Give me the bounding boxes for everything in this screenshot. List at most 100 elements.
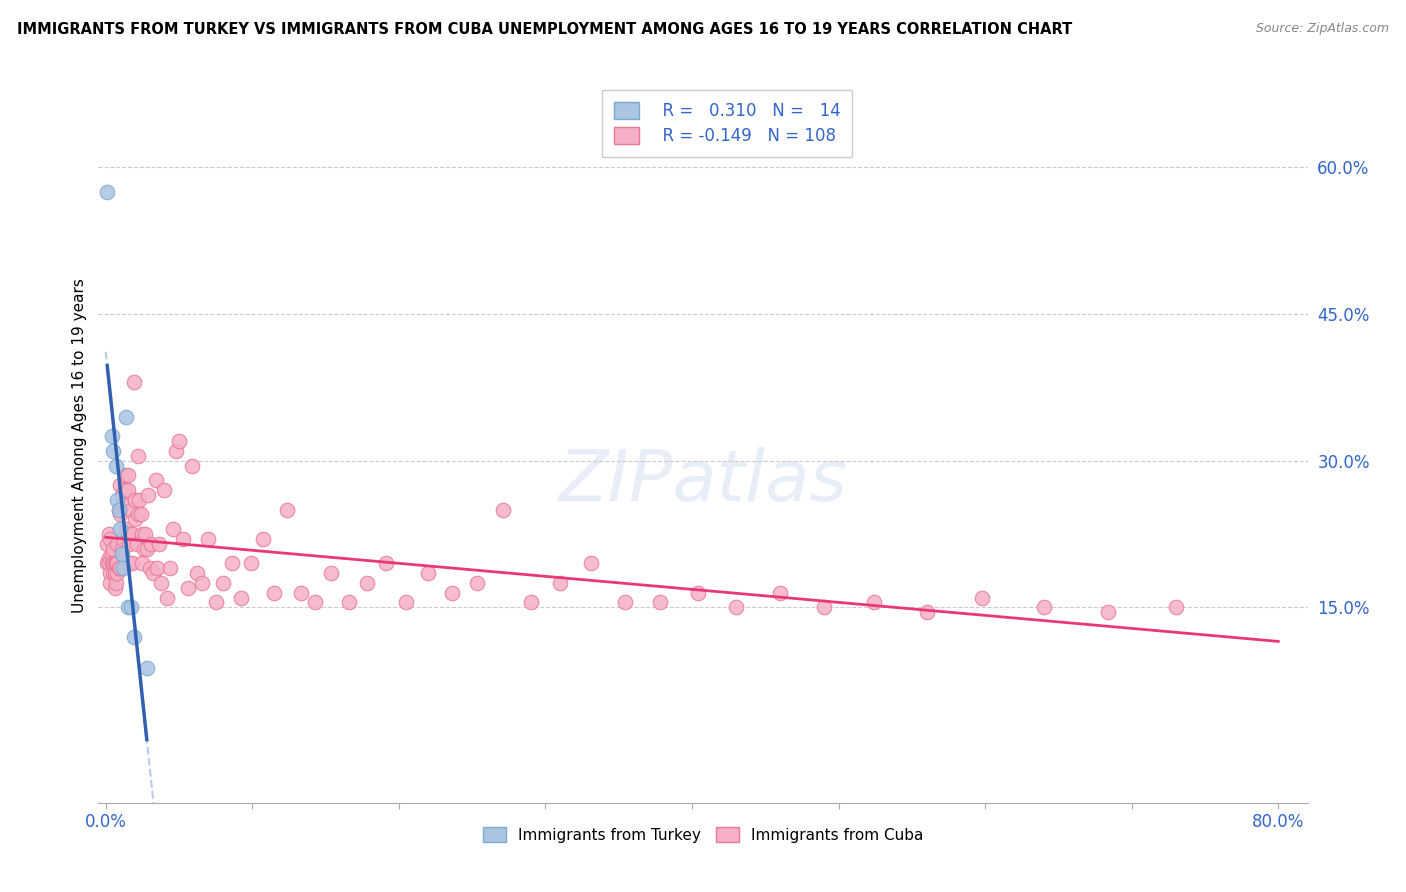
Text: Source: ZipAtlas.com: Source: ZipAtlas.com (1256, 22, 1389, 36)
Point (98, 566, 121, 580)
Point (114, 483, 136, 497)
Point (103, 566, 125, 580)
Point (96, 185, 118, 199)
Point (159, 561, 181, 575)
Point (121, 557, 143, 571)
Point (613, 595, 636, 609)
Point (101, 557, 124, 571)
Point (492, 502, 515, 516)
Point (100, 429, 122, 443)
Point (135, 661, 157, 675)
Point (122, 630, 145, 644)
Point (122, 376, 145, 390)
Point (129, 508, 152, 522)
Point (96, 557, 118, 571)
Point (146, 561, 169, 575)
Point (142, 566, 165, 580)
Point (337, 595, 360, 609)
Point (167, 434, 190, 449)
Point (105, 557, 128, 571)
Point (177, 581, 200, 595)
Point (239, 557, 262, 571)
Point (321, 566, 343, 580)
Point (134, 527, 156, 541)
Point (418, 566, 440, 580)
Point (204, 595, 226, 609)
Point (101, 541, 124, 556)
Point (100, 557, 122, 571)
Point (150, 575, 173, 590)
Point (103, 581, 125, 595)
Point (648, 595, 671, 609)
Point (374, 557, 396, 571)
Point (98, 532, 121, 546)
Point (101, 566, 124, 580)
Point (813, 600, 835, 615)
Point (124, 512, 146, 526)
Point (100, 547, 122, 561)
Point (197, 532, 219, 546)
Point (304, 595, 326, 609)
Point (110, 508, 132, 522)
Point (263, 585, 285, 599)
Point (132, 541, 155, 556)
Point (117, 527, 139, 541)
Point (117, 468, 139, 483)
Point (191, 575, 214, 590)
Point (111, 547, 134, 561)
Point (252, 532, 274, 546)
Point (105, 458, 128, 473)
Point (110, 522, 132, 536)
Point (135, 541, 157, 556)
Point (107, 537, 129, 551)
Point (162, 522, 184, 536)
Point (127, 508, 149, 522)
Point (112, 498, 135, 512)
Point (153, 483, 176, 497)
Point (115, 409, 138, 424)
Point (120, 502, 142, 516)
Legend: Immigrants from Turkey, Immigrants from Cuba: Immigrants from Turkey, Immigrants from … (477, 821, 929, 848)
Text: IMMIGRANTS FROM TURKEY VS IMMIGRANTS FROM CUBA UNEMPLOYMENT AMONG AGES 16 TO 19 : IMMIGRANTS FROM TURKEY VS IMMIGRANTS FRO… (17, 22, 1073, 37)
Point (915, 605, 938, 619)
Point (356, 575, 378, 590)
Point (465, 575, 488, 590)
Point (97, 557, 120, 571)
Point (128, 492, 150, 507)
Point (1164, 600, 1187, 615)
Point (110, 478, 132, 492)
Point (124, 492, 146, 507)
Point (97, 551, 120, 566)
Point (114, 468, 136, 483)
Point (117, 600, 139, 615)
Point (101, 443, 124, 458)
Point (111, 488, 134, 502)
Point (769, 585, 792, 599)
Point (520, 595, 543, 609)
Point (107, 566, 129, 580)
Point (127, 449, 149, 463)
Point (548, 575, 571, 590)
Point (145, 473, 167, 487)
Point (108, 561, 131, 575)
Point (148, 537, 170, 551)
Point (221, 557, 243, 571)
Point (121, 527, 143, 541)
Point (96, 537, 118, 551)
Point (110, 561, 132, 575)
Point (111, 541, 134, 556)
Point (118, 537, 141, 551)
Point (686, 585, 709, 599)
Point (136, 488, 159, 502)
Point (125, 537, 148, 551)
Point (98, 575, 121, 590)
Text: ZIPatlas: ZIPatlas (558, 447, 848, 516)
Point (1097, 605, 1119, 619)
Point (105, 575, 128, 590)
Point (131, 557, 153, 571)
Point (395, 595, 418, 609)
Point (103, 557, 125, 571)
Point (186, 566, 208, 580)
Point (115, 522, 138, 536)
Point (107, 557, 129, 571)
